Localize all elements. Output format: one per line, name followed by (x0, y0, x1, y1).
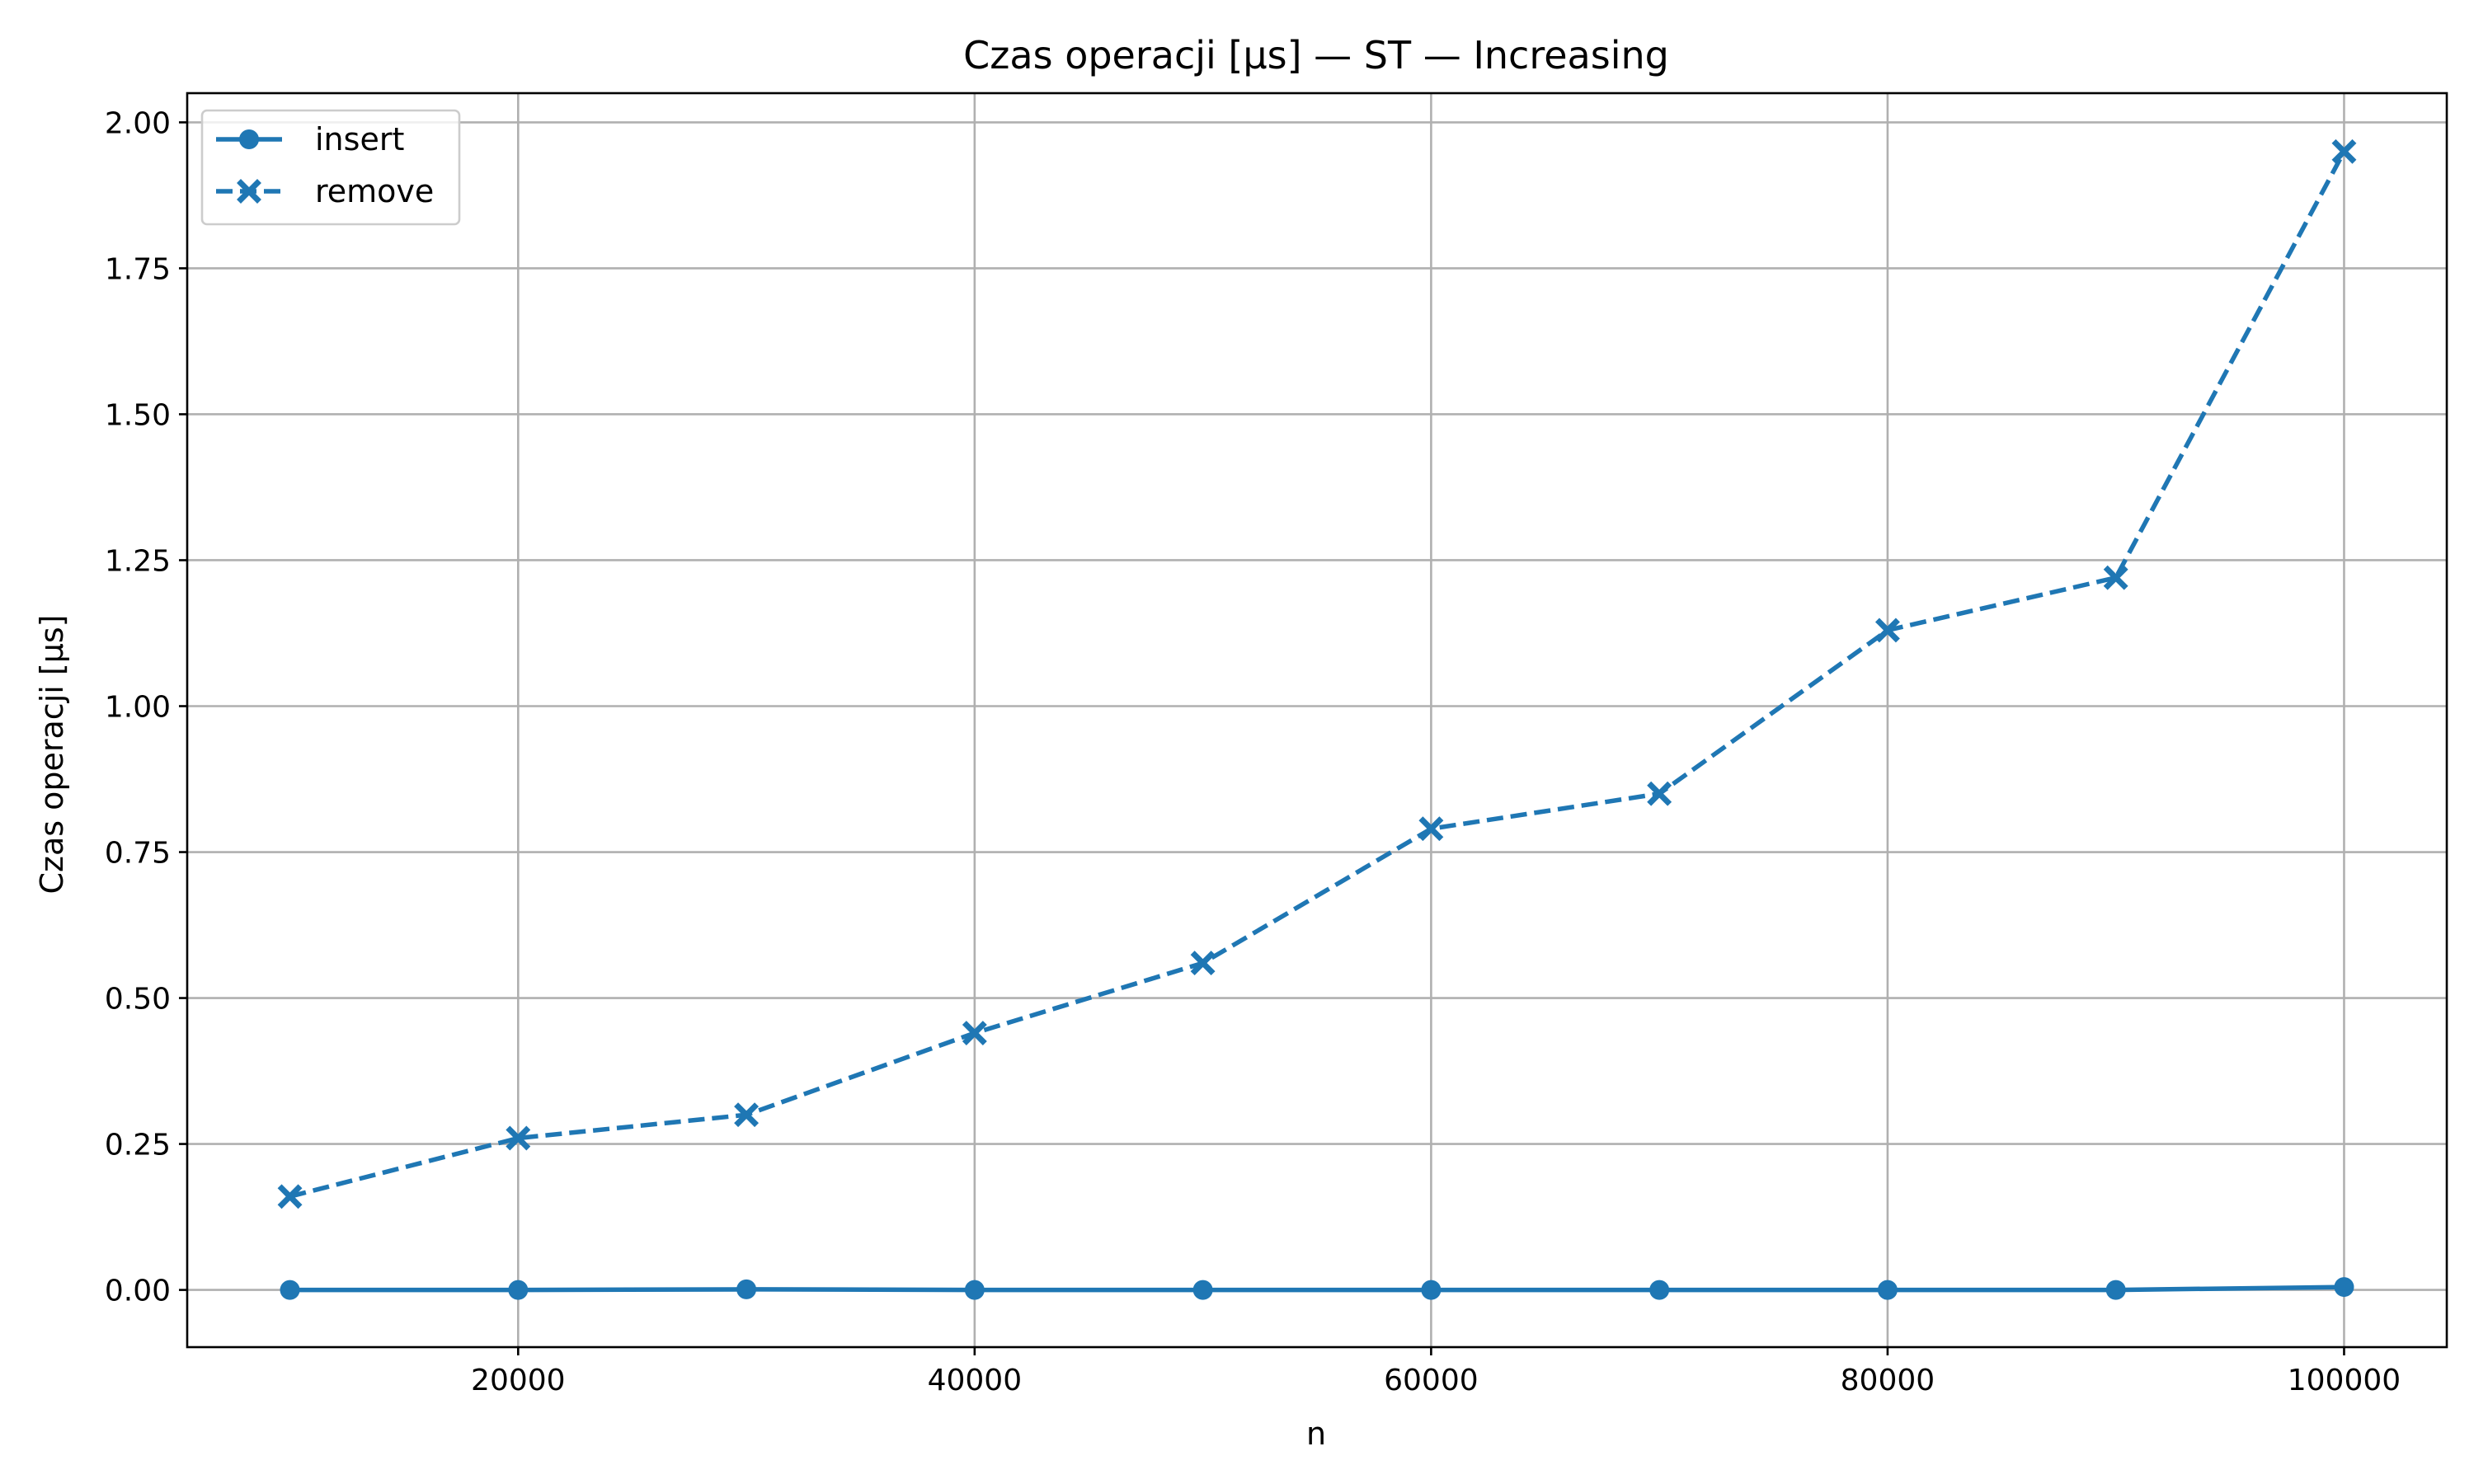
data-point-insert (508, 1280, 529, 1300)
x-tick-label: 20000 (471, 1364, 566, 1397)
data-point-remove (2331, 139, 2357, 164)
series-line-remove (289, 150, 2346, 1199)
y-axis-label: Czas operacji [µs] (34, 614, 70, 894)
y-tick-label: 0.50 (105, 983, 171, 1017)
data-point-remove (1647, 781, 1672, 806)
y-tick-label: 1.50 (105, 398, 171, 432)
y-tick-label: 0.00 (105, 1275, 171, 1308)
x-tick-label: 100000 (2288, 1364, 2401, 1397)
legend-marker-insert (239, 129, 259, 149)
y-tick-label: 1.25 (105, 544, 171, 578)
legend: insert remove (200, 109, 461, 226)
plot-area-frame (186, 92, 2448, 1349)
chart-title: Czas operacji [µs] — ST — Increasing (963, 33, 1669, 77)
data-point-remove (962, 1021, 987, 1045)
y-tick-label: 0.25 (105, 1129, 171, 1162)
data-point-remove (1418, 816, 1444, 842)
x-tick-label: 60000 (1384, 1364, 1479, 1397)
data-point-remove (277, 1184, 303, 1209)
series-line-insert (289, 1284, 2345, 1293)
data-point-insert (1649, 1280, 1670, 1300)
series-layer (277, 139, 2357, 1300)
data-point-insert (964, 1280, 985, 1300)
legend-label-remove: remove (315, 173, 434, 209)
data-point-insert (1421, 1280, 1442, 1300)
x-tick-label: 40000 (928, 1364, 1023, 1397)
y-tick-label: 0.75 (105, 837, 171, 871)
y-tick-label: 1.75 (105, 252, 171, 286)
legend-marker-remove (237, 179, 261, 204)
data-point-insert (1192, 1280, 1213, 1300)
data-point-insert (2334, 1277, 2354, 1298)
data-point-insert (2105, 1280, 2126, 1300)
data-point-insert (1877, 1280, 1898, 1300)
x-axis-label: n (1306, 1416, 1326, 1452)
x-tick-label: 80000 (1841, 1364, 1935, 1397)
legend-x-glyph (237, 179, 261, 204)
data-point-remove (2103, 565, 2128, 590)
y-tick-label: 2.00 (105, 106, 171, 140)
axis-ticks: 20000 40000 60000 80000 100000 0.00 0.25 0.50 0.… (105, 106, 2401, 1397)
data-point-remove (506, 1125, 531, 1151)
data-point-remove (734, 1102, 760, 1128)
data-point-remove (1190, 951, 1216, 976)
grid-lines (187, 93, 2447, 1347)
y-tick-label: 1.00 (105, 691, 171, 725)
data-point-insert (736, 1279, 757, 1299)
legend-label-insert: insert (315, 121, 404, 157)
data-point-insert (280, 1280, 300, 1300)
data-point-remove (1874, 618, 1900, 643)
